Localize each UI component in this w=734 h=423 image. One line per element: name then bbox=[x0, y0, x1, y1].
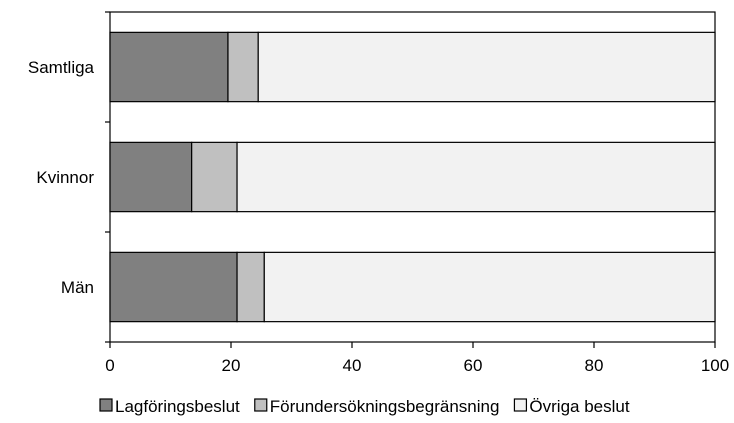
x-tick-label-20: 20 bbox=[222, 356, 241, 375]
legend-swatch-forundersokningsbegransning bbox=[254, 398, 268, 412]
legend-label-forundersokningsbegransning: Förundersökningsbegränsning bbox=[270, 397, 500, 416]
bars-group bbox=[109, 31, 716, 323]
bar-samtliga-lagforingsbeslut bbox=[109, 31, 229, 103]
x-tick-label-0: 0 bbox=[105, 356, 114, 375]
bar-samtliga-ovriga-beslut bbox=[257, 31, 716, 103]
legend: Lagföringsbeslut Förundersökningsbegränsn… bbox=[99, 397, 630, 416]
bar-kvinnor-ovriga-beslut bbox=[236, 141, 716, 213]
x-tick-label-60: 60 bbox=[464, 356, 483, 375]
y-tick-label-samtliga: Samtliga bbox=[28, 58, 95, 77]
bar-man-ovriga-beslut bbox=[263, 251, 716, 323]
bar-man-forundersokningsbegransning bbox=[236, 251, 265, 323]
y-tick-label-man: Män bbox=[61, 278, 94, 297]
x-axis: 0 20 40 60 80 100 bbox=[105, 342, 729, 375]
legend-swatch-ovriga-beslut bbox=[513, 398, 528, 412]
bar-man-lagforingsbeslut bbox=[109, 251, 238, 323]
legend-label-lagforingsbeslut: Lagföringsbeslut bbox=[115, 397, 240, 416]
x-tick-label-80: 80 bbox=[585, 356, 604, 375]
x-tick-label-100: 100 bbox=[701, 356, 729, 375]
y-tick-label-kvinnor: Kvinnor bbox=[36, 168, 94, 187]
legend-swatch-lagforingsbeslut bbox=[99, 398, 113, 412]
x-tick-label-40: 40 bbox=[343, 356, 362, 375]
bar-kvinnor-forundersokningsbegransning bbox=[191, 141, 238, 213]
y-axis: Samtliga Kvinnor Män bbox=[28, 11, 110, 343]
bar-samtliga-forundersokningsbegransning bbox=[227, 31, 259, 103]
bar-kvinnor-lagforingsbeslut bbox=[109, 141, 193, 213]
legend-label-ovriga-beslut: Övriga beslut bbox=[529, 397, 629, 416]
